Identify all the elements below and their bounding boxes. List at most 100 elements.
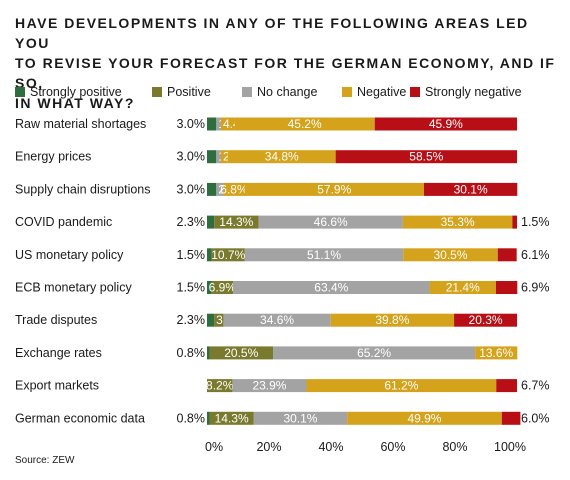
data-label-strongly-negative: 6.7% [521, 379, 550, 393]
bar-segment-strongly-positive [207, 215, 215, 229]
bar-segment-strongly-positive [207, 117, 217, 131]
bar-segment-negative [475, 346, 518, 360]
data-label-strongly-negative: 30.1% [454, 182, 488, 196]
category-label-raw-material-shortages: Raw material shortages [15, 117, 146, 131]
x-tick-label: 60% [380, 440, 405, 454]
data-label-negative: 6.8% [220, 182, 248, 196]
chart-title-line: HAVE DEVELOPMENTS IN ANY OF THE FOLLOWIN… [15, 15, 529, 51]
data-label-no-change: 34.6% [260, 313, 294, 327]
data-label-strongly-positive: 0.8% [177, 346, 206, 360]
bar-segment-positive [211, 281, 234, 294]
bar-segment-no-change [244, 248, 404, 262]
category-label-supply-chain-disruptions: Supply chain disruptions [15, 182, 151, 196]
data-label-positive: 8.2% [206, 379, 234, 393]
bar-segment-positive [209, 411, 254, 425]
bar-segment-no-change [232, 379, 307, 393]
data-label-positive: 14.3% [219, 215, 253, 229]
bar-segment-no-change [258, 215, 403, 229]
bar-segment-strongly-negative [335, 150, 517, 164]
category-label-german-economic-data: German economic data [15, 411, 145, 425]
legend-label: Strongly negative [425, 85, 522, 99]
bar-segment-negative [220, 150, 228, 164]
source-note: Source: ZEW [15, 455, 75, 466]
data-label-strongly-positive: 0.8% [177, 411, 206, 425]
category-label-energy-prices: Energy prices [15, 150, 91, 164]
data-label-negative: 49.9% [407, 411, 441, 425]
data-label-strongly-positive: 2.3% [177, 215, 206, 229]
data-label-strongly-positive: 1.5% [177, 281, 206, 295]
bar-segment-strongly-negative [424, 182, 518, 196]
chart-legend: Strongly positive Positive No change Neg… [15, 85, 570, 103]
data-label-no-change: 51.1% [307, 248, 341, 262]
bar-segment-no-change [273, 346, 476, 360]
data-label-strongly-negative: 6.0% [521, 411, 550, 425]
data-label-positive: 20.5% [224, 346, 258, 360]
bar-segment-negative [330, 313, 455, 327]
legend-label: Positive [167, 85, 211, 99]
data-label-negative-continued: 34.8% [265, 150, 299, 164]
bar-segment-strongly-positive [207, 248, 212, 262]
x-tick-label: 80% [442, 440, 467, 454]
data-label-strongly-negative: 45.9% [429, 117, 463, 131]
bar-segment-strongly-negative [495, 281, 518, 294]
data-label-positive: 6.9% [209, 281, 237, 295]
data-label-positive: 10.7% [211, 248, 245, 262]
bar-segment-strongly-positive [207, 281, 212, 294]
bar-segment-negative [347, 411, 502, 425]
bar-segment-strongly-positive [207, 313, 215, 327]
data-label-strongly-positive: 3.0% [177, 117, 206, 131]
bar-segment-strongly-negative [501, 411, 521, 425]
bar-segment-negative-continued [227, 150, 336, 164]
category-label-ecb-monetary-policy: ECB monetary policy [15, 281, 132, 295]
data-label-no-change: 46.6% [314, 215, 348, 229]
data-label-no-change: 63.4% [314, 281, 348, 295]
legend-item-strongly-negative: Strongly negative [410, 85, 522, 99]
chart-title-line: IN WHAT WAY? [15, 95, 135, 111]
bar-segment-negative [220, 117, 235, 131]
bar-segment-negative [403, 248, 498, 262]
data-label-negative: 13.6% [479, 346, 513, 360]
bar-segment-strongly-positive [207, 346, 210, 360]
data-label-negative: 61.2% [384, 379, 418, 393]
bar-segment-no-change [223, 313, 331, 327]
data-label-negative: 21.4% [446, 281, 480, 295]
data-label-strongly-negative: 58.5% [409, 150, 443, 164]
bar-segment-strongly-positive [207, 411, 210, 425]
legend-swatch [410, 87, 420, 97]
bar-segment-negative-continued [244, 182, 424, 196]
legend-item-no-change: No change [242, 85, 317, 99]
data-label-strongly-negative: 20.3% [469, 313, 503, 327]
data-label-no-change: 65.2% [357, 346, 391, 360]
data-label-strongly-positive: 3.0% [177, 150, 206, 164]
bar-segment-negative [402, 215, 513, 229]
data-label-no-change: 23.9% [252, 379, 286, 393]
bar-segment-negative [306, 379, 497, 393]
data-label-negative: 35.3% [441, 215, 475, 229]
bar-segment-strongly-negative [497, 248, 517, 262]
data-label-negative-continued: 45.2% [288, 117, 322, 131]
x-tick-label: 0% [205, 440, 223, 454]
bar-segment-no-change [253, 411, 348, 425]
bar-segment-negative-continued [234, 117, 375, 131]
data-label-negative: 39.8% [375, 313, 409, 327]
bar-segment-no-change [216, 182, 224, 196]
x-tick-label: 20% [256, 440, 281, 454]
bar-segment-strongly-negative [374, 117, 517, 131]
legend-item-negative: Negative [342, 85, 406, 99]
legend-item-strongly-positive: Strongly positive [15, 85, 122, 99]
data-label-strongly-negative: 6.9% [521, 281, 550, 295]
data-label-negative-continued: 57.9% [317, 182, 351, 196]
bar-segment-no-change [216, 150, 221, 164]
category-label-trade-disputes: Trade disputes [15, 313, 97, 327]
legend-item-positive: Positive [152, 85, 211, 99]
bar-segment-strongly-positive [207, 182, 217, 196]
bar-segment-strongly-negative [496, 379, 517, 393]
bar-segment-positive [209, 346, 274, 360]
data-label-strongly-negative: 1.5% [521, 215, 550, 229]
bar-segment-strongly-positive [207, 150, 217, 164]
bar-segment-no-change [216, 117, 221, 131]
category-label-covid-pandemic: COVID pandemic [15, 215, 112, 229]
bar-segment-negative [223, 182, 245, 196]
x-tick-label: 40% [318, 440, 343, 454]
